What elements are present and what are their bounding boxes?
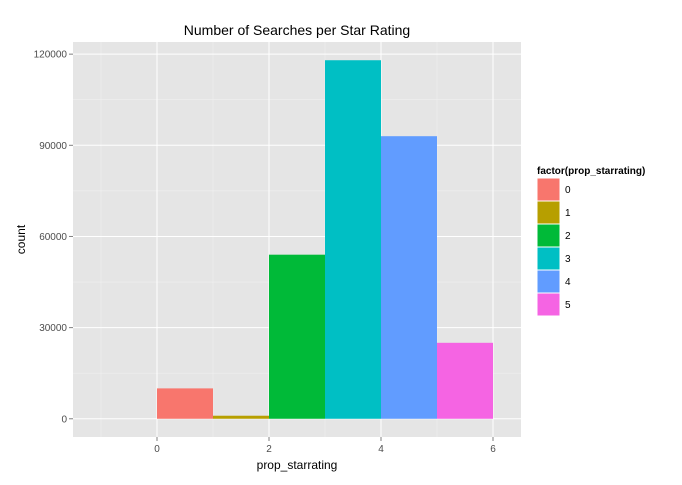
bar-1 (213, 415, 269, 419)
legend-label-0: 0 (565, 185, 571, 196)
x-axis-ticks: 0 2 4 6 (154, 437, 496, 455)
y-axis-ticks: 0 30000 60000 90000 120000 (34, 50, 73, 425)
y-axis-title: count (14, 224, 28, 254)
legend-swatch-4 (537, 270, 560, 293)
bars (157, 60, 493, 419)
legend-swatch-0 (537, 178, 560, 201)
legend-label-2: 2 (565, 231, 571, 242)
legend-swatch-3 (537, 247, 560, 270)
legend-swatch-2 (537, 224, 560, 247)
legend-label-3: 3 (565, 254, 571, 265)
legend-swatch-1 (537, 201, 560, 224)
bar-0 (157, 388, 213, 419)
x-tick-label: 6 (490, 444, 496, 455)
legend-swatch-5 (537, 293, 560, 316)
y-tick-label: 90000 (39, 141, 67, 152)
legend-title: factor(prop_starrating) (537, 166, 645, 177)
legend-label-1: 1 (565, 208, 571, 219)
y-tick-label: 30000 (39, 323, 67, 334)
legend-label-4: 4 (565, 277, 571, 288)
legend: factor(prop_starrating) 0 1 2 3 4 5 (536, 166, 645, 317)
bar-5 (437, 342, 493, 419)
x-tick-label: 0 (154, 444, 160, 455)
x-tick-label: 2 (266, 444, 272, 455)
bar-2 (269, 254, 325, 419)
y-tick-label: 120000 (34, 50, 68, 61)
bar-3 (325, 60, 381, 419)
legend-items: 0 1 2 3 4 5 (536, 177, 571, 317)
chart-title: Number of Searches per Star Rating (184, 22, 410, 38)
y-tick-label: 0 (61, 414, 67, 425)
legend-label-5: 5 (565, 300, 571, 311)
x-tick-label: 4 (378, 444, 384, 455)
y-tick-label: 60000 (39, 232, 67, 243)
bar-4 (381, 136, 437, 419)
x-axis-title: prop_starrating (257, 458, 338, 472)
